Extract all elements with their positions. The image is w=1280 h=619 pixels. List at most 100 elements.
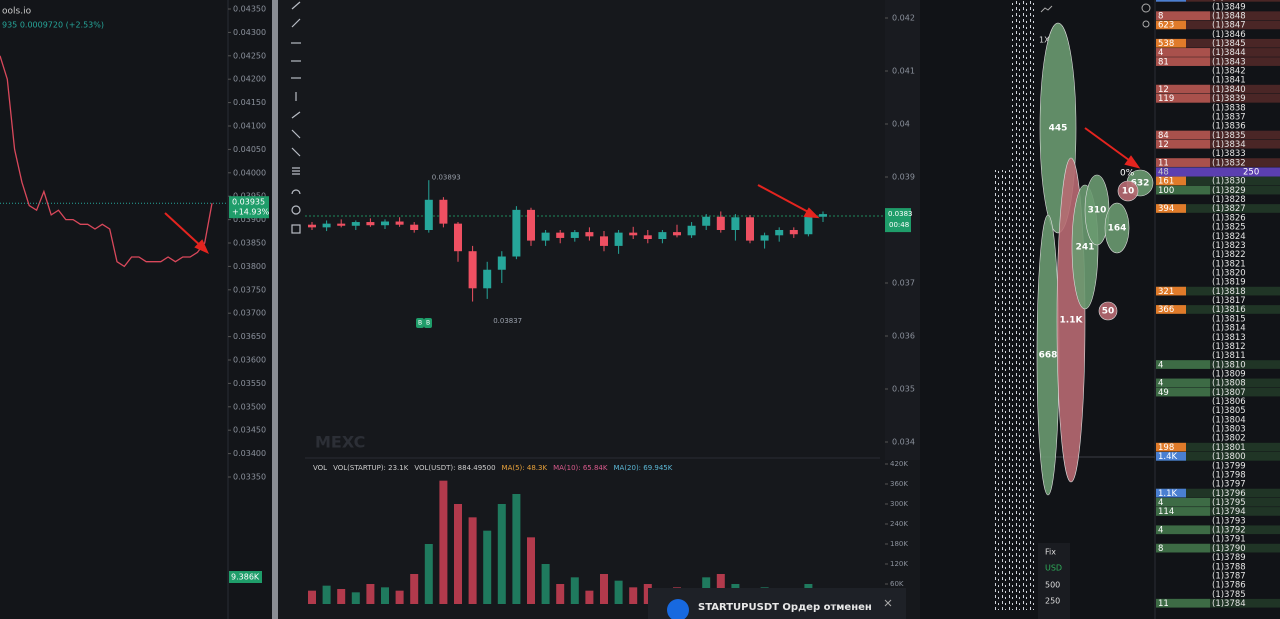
tool-icon[interactable] bbox=[291, 205, 301, 215]
ladder-price: (1)3792 bbox=[1212, 526, 1246, 536]
ladder-price: (1)3795 bbox=[1212, 498, 1246, 508]
cluster-label: 668 bbox=[1039, 351, 1058, 361]
ladder-price: (1)3827 bbox=[1212, 204, 1246, 214]
y-tick-label: 60K bbox=[890, 580, 904, 588]
tool-icon[interactable] bbox=[291, 111, 301, 119]
ladder-price: (1)3850 bbox=[1212, 0, 1246, 3]
y-tick-label: 360K bbox=[890, 480, 908, 488]
ladder-price: (1)3849 bbox=[1212, 2, 1246, 12]
ladder-row-bg bbox=[1156, 11, 1280, 21]
volume-bar bbox=[454, 504, 462, 604]
link-icon[interactable] bbox=[1142, 20, 1150, 28]
candle-body bbox=[775, 230, 784, 236]
ladder-row-bg bbox=[1156, 185, 1280, 195]
ladder-volume: 8 bbox=[1158, 11, 1163, 21]
zoom-label[interactable]: 1X bbox=[1039, 36, 1050, 45]
ladder-volume: 4 bbox=[1158, 526, 1163, 536]
candle-body bbox=[746, 217, 754, 241]
ladder-row-bg bbox=[1156, 57, 1280, 66]
ladder-price: (1)3829 bbox=[1212, 186, 1246, 196]
ladder-price: (1)3791 bbox=[1212, 535, 1246, 545]
ladder-volume: 366 bbox=[1158, 305, 1174, 315]
ladder-price: (1)3806 bbox=[1212, 397, 1246, 407]
ladder-extra: 250 bbox=[1243, 168, 1259, 178]
y-tick-label: 0.039 bbox=[892, 173, 915, 182]
ladder-price: (1)3798 bbox=[1212, 470, 1246, 480]
refresh-icon[interactable] bbox=[1141, 3, 1151, 13]
ladder-row-bg bbox=[1156, 525, 1280, 535]
cluster-label: 241 bbox=[1076, 243, 1095, 253]
ladder-row-bg bbox=[1156, 305, 1280, 314]
y-tick-label: 0.04350 bbox=[233, 5, 266, 14]
toolbar[interactable] bbox=[291, 1, 301, 234]
volume-cell bbox=[1156, 543, 1210, 553]
volume-cell bbox=[1156, 507, 1210, 516]
cluster-bubble bbox=[1117, 180, 1139, 202]
y-tick-label: 0.03600 bbox=[233, 356, 266, 365]
arrowhead bbox=[803, 207, 820, 219]
tool-icon[interactable] bbox=[291, 18, 301, 28]
watermark: MEXC bbox=[315, 433, 365, 452]
control[interactable]: 500 bbox=[1045, 581, 1060, 590]
volume-cell bbox=[1156, 305, 1186, 314]
toast-close[interactable] bbox=[884, 599, 892, 607]
ladder-volume: 1.1K bbox=[1158, 489, 1178, 499]
ladder-price: (1)3801 bbox=[1212, 443, 1246, 453]
volume-cell bbox=[1156, 497, 1210, 507]
control[interactable]: Fix bbox=[1045, 548, 1056, 557]
candle-body bbox=[819, 214, 827, 217]
tool-icon[interactable] bbox=[292, 167, 300, 175]
volume-cell bbox=[1156, 11, 1210, 21]
ladder-volume: 623 bbox=[1158, 21, 1174, 31]
ladder-row-bg bbox=[1156, 38, 1280, 48]
tool-icon[interactable] bbox=[291, 224, 301, 234]
volume-cell bbox=[1156, 598, 1210, 608]
chart-icon[interactable] bbox=[1040, 5, 1053, 13]
y-tick-label: 0.03550 bbox=[233, 379, 266, 388]
ladder-row-bg bbox=[1156, 0, 1280, 2]
ladder-volume: 4 bbox=[1158, 498, 1163, 508]
volume-header-item: MA(20): 69.945K bbox=[613, 464, 672, 472]
y-tick-label: 0.03750 bbox=[233, 285, 266, 294]
toast[interactable]: STARTUPUSDT Ордер отменен bbox=[648, 588, 906, 619]
y-tick-label: 0.03850 bbox=[233, 239, 266, 248]
volume-bar bbox=[366, 584, 375, 604]
cluster-label: 10 bbox=[1122, 187, 1135, 197]
y-tick-label: 0.04250 bbox=[233, 51, 266, 60]
ladder-price: (1)3815 bbox=[1212, 314, 1246, 324]
volume-cell bbox=[1156, 488, 1186, 498]
volume-header-item: VOL bbox=[313, 464, 327, 472]
volume-cell bbox=[1156, 158, 1210, 167]
volume-bar bbox=[439, 480, 448, 604]
candle-body bbox=[570, 232, 579, 238]
ladder-price: (1)3811 bbox=[1212, 351, 1246, 361]
ladder-volume: 198 bbox=[1158, 443, 1174, 453]
candle-body bbox=[541, 232, 550, 241]
y-tick-label: 0.03400 bbox=[233, 449, 266, 458]
ladder-price: (1)3793 bbox=[1212, 516, 1246, 526]
highlight bbox=[1156, 167, 1280, 177]
control[interactable]: 250 bbox=[1045, 597, 1060, 606]
ladder-volume: 1.8K bbox=[1158, 0, 1178, 3]
ladder-price: (1)3845 bbox=[1212, 39, 1246, 49]
candle-body bbox=[804, 216, 813, 235]
candle-body bbox=[424, 199, 433, 230]
tool-icon[interactable] bbox=[291, 129, 301, 139]
y-tick-label: 300K bbox=[890, 500, 908, 508]
tool-icon[interactable] bbox=[291, 189, 301, 195]
tool-icon[interactable] bbox=[291, 1, 301, 10]
volume-cell bbox=[1156, 204, 1186, 213]
volume-cell bbox=[1156, 93, 1210, 103]
candle-body bbox=[322, 223, 331, 228]
ladder-price: (1)3841 bbox=[1212, 76, 1246, 86]
toast-title: STARTUPUSDT Ордер отменен bbox=[698, 602, 872, 613]
candle-body bbox=[643, 235, 652, 240]
cluster-label: 632 bbox=[1131, 179, 1150, 189]
candle-body bbox=[468, 251, 477, 289]
tool-icon[interactable] bbox=[291, 147, 301, 157]
ladder-volume: 81 bbox=[1158, 57, 1169, 67]
control[interactable]: USD bbox=[1045, 564, 1062, 573]
volume-cell bbox=[1156, 176, 1186, 186]
